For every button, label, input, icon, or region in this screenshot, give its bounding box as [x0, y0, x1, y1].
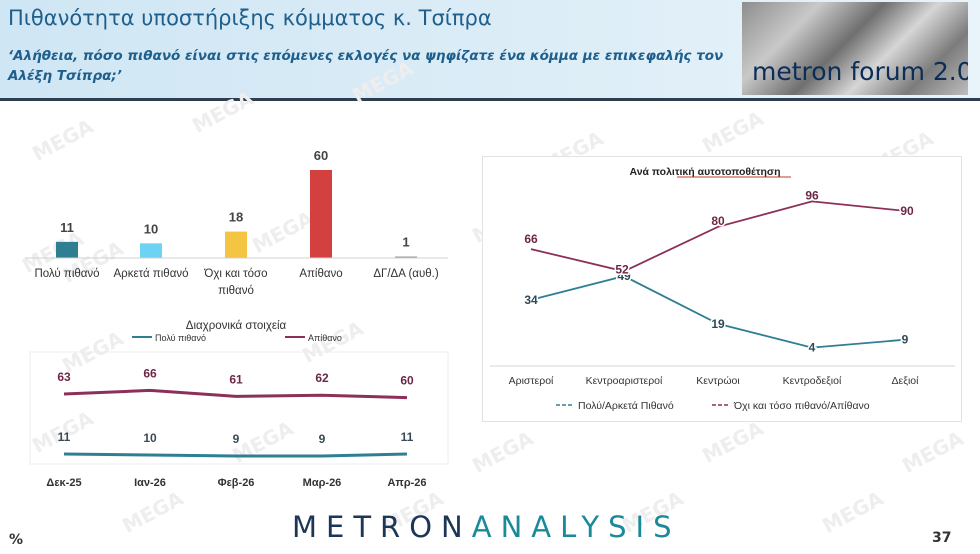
- x-tick-label: Μαρ-26: [303, 477, 342, 489]
- legend-label: Όχι και τόσο πιθανό/Απίθανο: [733, 400, 870, 412]
- bar: [140, 243, 162, 258]
- point-value-label: 9: [319, 432, 326, 446]
- point-value-label: 34: [524, 293, 538, 307]
- point-value-label: 96: [805, 188, 819, 202]
- x-tick-label: Κεντροδεξιοί: [783, 375, 842, 387]
- right-chart-panel: [482, 156, 962, 422]
- chart2-plot-area: [29, 351, 449, 465]
- bar-value-label: 1: [402, 235, 409, 250]
- bar-value-label: 60: [314, 148, 328, 163]
- chart2-title: Διαχρονικά στοιχεία: [186, 320, 287, 332]
- series-line: [63, 452, 408, 458]
- x-tick-label: Κεντρώοι: [696, 375, 740, 387]
- x-tick-label: Αριστεροί: [509, 375, 554, 387]
- forum-logo: metron forum 2.0: [742, 2, 968, 95]
- point-value-label: 19: [711, 317, 725, 331]
- x-tick-label: Φεβ-26: [218, 477, 255, 489]
- point-value-label: 61: [229, 372, 243, 386]
- series-line: [63, 388, 408, 400]
- point-value-label: 11: [58, 430, 71, 444]
- bar: [56, 241, 78, 258]
- series-line: [530, 275, 906, 349]
- point-value-label: 10: [143, 431, 157, 445]
- bar: [395, 256, 417, 258]
- point-value-label: 63: [57, 370, 71, 384]
- bar: [225, 231, 247, 258]
- brand-metron: METRON: [292, 510, 472, 544]
- page-title: Πιθανότητα υποστήριξης κόμματος κ. Τσίπρ…: [8, 6, 492, 30]
- legend-label: Πολύ πιθανό: [155, 333, 206, 343]
- point-value-label: 62: [315, 371, 329, 385]
- category-label: Όχι και τόσο: [203, 268, 267, 280]
- metron-analysis-logo: METRONANALYSIS: [292, 510, 681, 544]
- category-label: Απίθανο: [299, 268, 342, 280]
- bar: [310, 170, 332, 258]
- legend-label: Απίθανο: [308, 333, 342, 343]
- point-value-label: 66: [524, 232, 538, 246]
- x-tick-label: Κεντροαριστεροί: [586, 375, 663, 387]
- point-value-label: 9: [902, 333, 909, 347]
- point-value-label: 60: [400, 374, 414, 388]
- point-value-label: 80: [711, 214, 725, 228]
- point-value-label: 90: [900, 204, 914, 218]
- point-value-label: 66: [143, 366, 157, 380]
- point-value-label: 52: [615, 262, 629, 276]
- point-value-label: 4: [809, 341, 816, 355]
- bar-value-label: 11: [60, 220, 74, 235]
- x-tick-label: Δεξιοί: [892, 375, 920, 387]
- point-value-label: 9: [233, 432, 240, 446]
- category-label: Πολύ πιθανό: [34, 268, 99, 280]
- point-value-label: 11: [401, 430, 414, 444]
- chart3-title: Ανά πολιτική αυτοτοποθέτηση: [630, 166, 781, 178]
- page-number: 37: [932, 530, 952, 546]
- bar-value-label: 18: [229, 210, 243, 225]
- category-label: ΔΓ/ΔΑ (αυθ.): [373, 268, 438, 280]
- x-tick-label: Ιαν-26: [134, 477, 166, 489]
- brand-analysis: ANALYSIS: [471, 510, 681, 544]
- series-line: [530, 200, 906, 273]
- forum-logo-text: metron forum 2.0: [752, 57, 968, 86]
- category-label: Αρκετά πιθανό: [114, 268, 189, 280]
- category-label: πιθανό: [218, 285, 254, 297]
- legend-label: Πολύ/Αρκετά Πιθανό: [578, 400, 674, 412]
- header-divider: [0, 98, 980, 101]
- bar-value-label: 10: [144, 221, 158, 236]
- x-tick-label: Απρ-26: [387, 477, 426, 489]
- x-tick-label: Δεκ-25: [46, 477, 81, 489]
- percent-label: %: [9, 532, 24, 548]
- point-value-label: 49: [617, 269, 631, 283]
- page-subtitle: ‘Αλήθεια, πόσο πιθανό είναι στις επόμενε…: [8, 48, 724, 84]
